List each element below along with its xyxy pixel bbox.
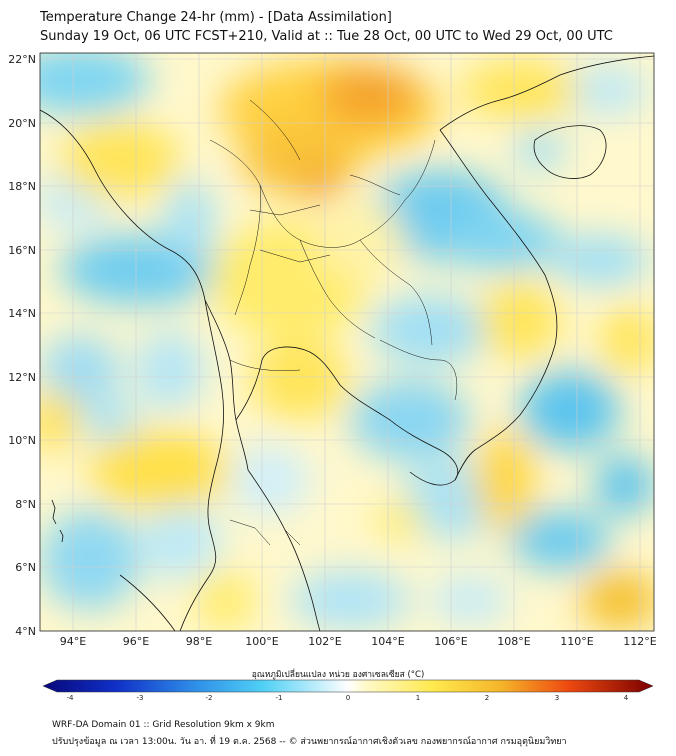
coastlines — [40, 55, 654, 631]
lon-label: 112°E — [623, 635, 656, 648]
map-subtitle: Sunday 19 Oct, 06 UTC FCST+210, Valid at… — [40, 29, 613, 44]
colorbar-title: อุณหภูมิเปลี่ยนแปลง หน่วย องศาเซลเซียส (… — [251, 670, 425, 680]
lat-label: 6°N — [15, 561, 36, 574]
colorbar-tick: -3 — [137, 694, 144, 700]
lat-label: 14°N — [8, 307, 36, 320]
lat-label: 8°N — [15, 498, 36, 511]
map-title: Temperature Change 24-hr (mm) - [Data As… — [40, 10, 392, 25]
temperature-field — [40, 53, 654, 631]
lon-label: 106°E — [434, 635, 467, 648]
lon-label: 108°E — [497, 635, 530, 648]
lon-label: 98°E — [186, 635, 212, 648]
colorbar-tick: 4 — [624, 694, 629, 700]
lat-label: 10°N — [8, 434, 36, 447]
lat-label: 16°N — [8, 244, 36, 257]
map-figure: 4°N 6°N 8°N 10°N 12°N 14°N 16°N 18°N 20°… — [8, 52, 657, 700]
country-borders — [209, 99, 458, 546]
lon-label: 102°E — [308, 635, 341, 648]
colorbar-tick: 0 — [346, 694, 350, 700]
colorbar: -4 -3 -2 -1 0 1 2 3 4 — [42, 679, 654, 700]
footer-domain-info: WRF-DA Domain 01 :: Grid Resolution 9km … — [52, 720, 275, 730]
lon-label: 94°E — [60, 635, 86, 648]
colorbar-tick: -1 — [276, 694, 283, 700]
lat-label: 22°N — [8, 53, 36, 66]
lon-label: 110°E — [560, 635, 593, 648]
lon-label: 100°E — [245, 635, 278, 648]
lat-label: 20°N — [8, 117, 36, 130]
colorbar-tick: -2 — [206, 694, 213, 700]
lat-label: 18°N — [8, 180, 36, 193]
footer-credit: ปรับปรุงข้อมูล ณ เวลา 13:00น. วัน อา. ที… — [52, 737, 567, 747]
lon-label: 96°E — [123, 635, 149, 648]
lat-axis: 4°N 6°N 8°N 10°N 12°N 14°N 16°N 18°N 20°… — [8, 53, 36, 638]
lat-label: 12°N — [8, 371, 36, 384]
plot-frame — [39, 52, 655, 632]
colorbar-tick: 3 — [555, 694, 559, 700]
colorbar-tick: 2 — [485, 694, 489, 700]
colorbar-scale — [42, 679, 654, 693]
gridlines — [40, 53, 654, 631]
colorbar-tick: 1 — [416, 694, 420, 700]
lat-label: 4°N — [15, 625, 36, 638]
lon-label: 104°E — [371, 635, 404, 648]
colorbar-tick: -4 — [67, 694, 75, 700]
lon-axis: 94°E 96°E 98°E 100°E 102°E 104°E 106°E 1… — [60, 635, 657, 648]
